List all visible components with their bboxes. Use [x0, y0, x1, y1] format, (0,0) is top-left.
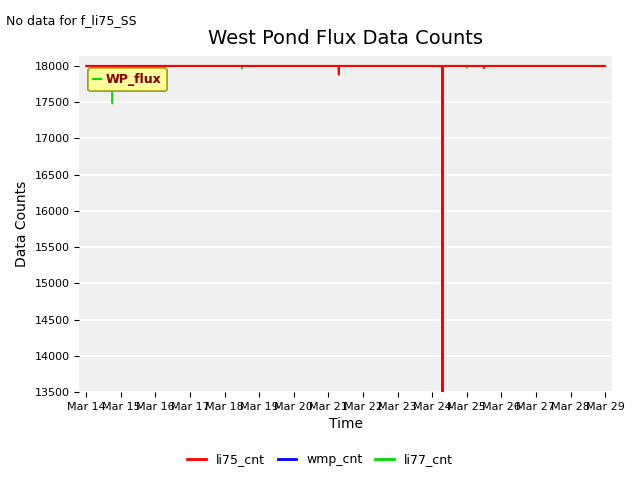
Y-axis label: Data Counts: Data Counts	[15, 180, 29, 267]
X-axis label: Time: Time	[329, 418, 363, 432]
Title: West Pond Flux Data Counts: West Pond Flux Data Counts	[208, 29, 483, 48]
Legend: li75_cnt, wmp_cnt, li77_cnt: li75_cnt, wmp_cnt, li77_cnt	[182, 448, 458, 471]
Legend: WP_flux: WP_flux	[88, 69, 166, 92]
Text: No data for f_li75_SS: No data for f_li75_SS	[6, 14, 137, 27]
